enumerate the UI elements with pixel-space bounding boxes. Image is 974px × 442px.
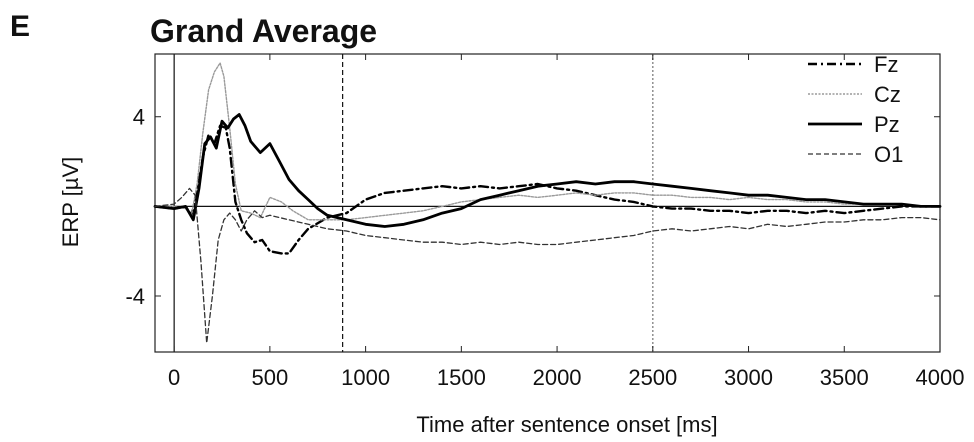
x-tick-label: 2000: [533, 365, 582, 390]
plot-frame: [154, 53, 941, 353]
y-tick-label: -4: [125, 284, 145, 309]
x-tick-label: 2500: [628, 365, 677, 390]
legend-label-o1: O1: [874, 142, 903, 167]
series-line-fz: [153, 124, 942, 255]
x-axis-label: Time after sentence onset [ms]: [416, 412, 717, 437]
panel-letter: E: [10, 10, 30, 43]
series-line-cz: [154, 62, 941, 221]
legend-label-pz: Pz: [874, 112, 900, 137]
series-line-o1: [154, 187, 941, 344]
legend-label-fz: Fz: [874, 52, 898, 77]
y-tick-label: 4: [133, 105, 145, 130]
chart-title: Grand Average: [150, 13, 377, 49]
y-axis-label: ERP [µV]: [58, 157, 83, 248]
x-tick-label: 0: [168, 365, 180, 390]
x-tick-label: 4000: [916, 365, 965, 390]
x-tick-label: 3000: [724, 365, 773, 390]
x-tick-label: 3500: [820, 365, 869, 390]
x-tick-label: 500: [252, 365, 289, 390]
legend-label-cz: Cz: [874, 82, 901, 107]
x-tick-label: 1000: [341, 365, 390, 390]
plot-area: 0 500 1000 1500 2000 2500 3000 3500 4000 -4 4 Fz Cz P…: [125, 52, 964, 390]
series-line-pz: [153, 113, 942, 228]
x-tick-label: 1500: [437, 365, 486, 390]
